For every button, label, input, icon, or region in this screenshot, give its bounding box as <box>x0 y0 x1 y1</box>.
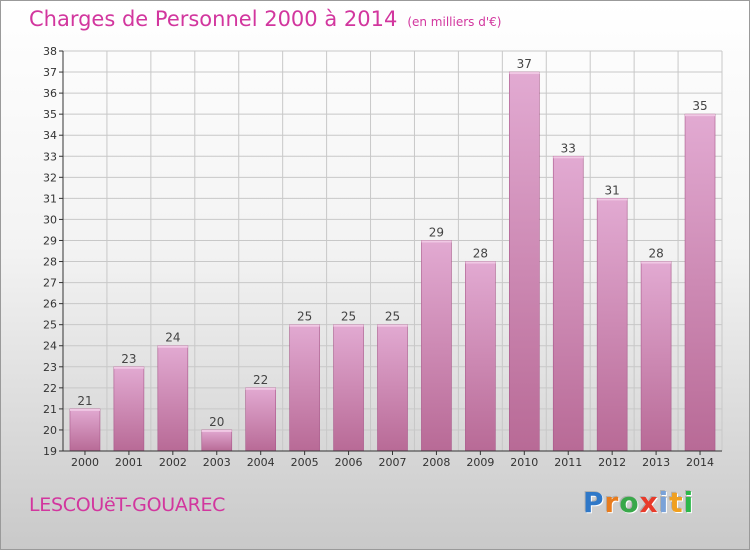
y-tick-label: 37 <box>43 66 57 79</box>
bar-highlight <box>597 198 628 201</box>
bar-highlight <box>641 261 672 264</box>
x-tick-label: 2007 <box>379 456 407 469</box>
bar <box>684 113 716 452</box>
bar <box>552 155 584 452</box>
bar-highlight <box>69 408 100 411</box>
town-name: LESCOUëT-GOUAREC <box>29 494 226 516</box>
data-label: 29 <box>429 225 444 239</box>
y-tick-label: 33 <box>43 150 57 163</box>
bar <box>333 324 364 452</box>
bar-highlight <box>289 324 320 327</box>
bar-highlight <box>245 387 276 390</box>
x-tick-label: 2014 <box>686 456 714 469</box>
x-tick-label: 2012 <box>598 456 626 469</box>
data-label: 23 <box>121 352 136 366</box>
y-tick-label: 29 <box>43 234 57 247</box>
y-tick-label: 31 <box>43 192 57 205</box>
bar <box>113 366 145 452</box>
x-tick-label: 2009 <box>466 456 494 469</box>
bar <box>377 324 408 452</box>
x-tick-label: 2011 <box>554 456 582 469</box>
logo-letter: i <box>658 486 670 519</box>
bar-highlight <box>685 114 716 117</box>
x-tick-label: 2003 <box>203 456 231 469</box>
bar-highlight <box>421 240 452 243</box>
chart-title-text: Charges de Personnel 2000 à 2014 <box>29 7 398 31</box>
x-tick-label: 2004 <box>247 456 275 469</box>
bar <box>596 198 628 452</box>
x-tick-label: 2001 <box>115 456 143 469</box>
data-label: 25 <box>297 310 312 324</box>
data-label: 20 <box>209 415 224 429</box>
bar-highlight <box>201 429 232 432</box>
bar-highlight <box>377 324 408 327</box>
bar-highlight <box>553 156 584 159</box>
logo-letter: x <box>639 486 659 519</box>
logo-letter: P <box>583 486 605 519</box>
y-tick-label: 35 <box>43 108 57 121</box>
bar-highlight <box>157 345 188 348</box>
data-label: 22 <box>253 373 268 387</box>
bar-highlight <box>113 366 144 369</box>
data-label: 25 <box>385 310 400 324</box>
x-tick-label: 2005 <box>291 456 319 469</box>
bar <box>421 240 452 452</box>
chart-title: Charges de Personnel 2000 à 2014 (en mill… <box>29 7 501 31</box>
bar <box>201 429 233 452</box>
y-tick-label: 26 <box>43 298 57 311</box>
data-labels: 21 23 24 20 22 25 25 25 29 28 37 33 31 28 35 <box>77 57 707 429</box>
bar-highlight <box>333 324 364 327</box>
bar-highlight <box>465 261 496 264</box>
y-tick-label: 25 <box>43 319 57 332</box>
y-tick-label: 20 <box>43 424 57 437</box>
data-label: 37 <box>517 57 532 71</box>
data-label: 28 <box>648 247 663 261</box>
bar <box>465 261 496 452</box>
logo-letter: o <box>619 486 640 519</box>
y-tick-label: 19 <box>43 445 57 458</box>
x-tick-label: 2010 <box>510 456 538 469</box>
logo-letter: r <box>604 486 620 519</box>
axes: 19 20 21 22 23 24 25 26 27 28 29 30 31 32 33 34 35 36 37 38… <box>43 45 722 469</box>
y-tick-label: 21 <box>43 403 57 416</box>
bar <box>245 387 276 452</box>
logo-letter: i <box>683 486 695 519</box>
data-label: 33 <box>561 141 576 155</box>
y-tick-label: 38 <box>43 45 57 58</box>
bar-highlight <box>509 72 540 75</box>
bar <box>69 408 101 452</box>
bar <box>157 345 189 452</box>
y-tick-label: 36 <box>43 87 57 100</box>
x-tick-label: 2006 <box>335 456 363 469</box>
y-tick-label: 30 <box>43 213 57 226</box>
bar <box>289 324 320 452</box>
y-tick-label: 24 <box>43 340 57 353</box>
x-tick-label: 2008 <box>422 456 450 469</box>
y-tick-label: 27 <box>43 277 57 290</box>
x-tick-label: 2013 <box>642 456 670 469</box>
data-label: 31 <box>605 183 620 197</box>
y-tick-label: 32 <box>43 171 57 184</box>
data-label: 28 <box>473 247 488 261</box>
bars <box>69 71 716 452</box>
y-tick-label: 28 <box>43 256 57 269</box>
y-tick-label: 23 <box>43 361 57 374</box>
data-label: 21 <box>77 394 92 408</box>
data-label: 35 <box>692 99 707 113</box>
data-label: 24 <box>165 331 180 345</box>
logo-letter: t <box>669 486 684 519</box>
proxiti-logo: Proxiti <box>583 486 694 519</box>
chart-subtitle: (en milliers d'€) <box>407 15 502 29</box>
bar <box>508 71 540 452</box>
y-tick-label: 22 <box>43 382 57 395</box>
data-label: 25 <box>341 310 356 324</box>
x-tick-label: 2000 <box>71 456 99 469</box>
x-tick-label: 2002 <box>159 456 187 469</box>
y-tick-label: 34 <box>43 129 57 142</box>
bar <box>640 261 672 452</box>
